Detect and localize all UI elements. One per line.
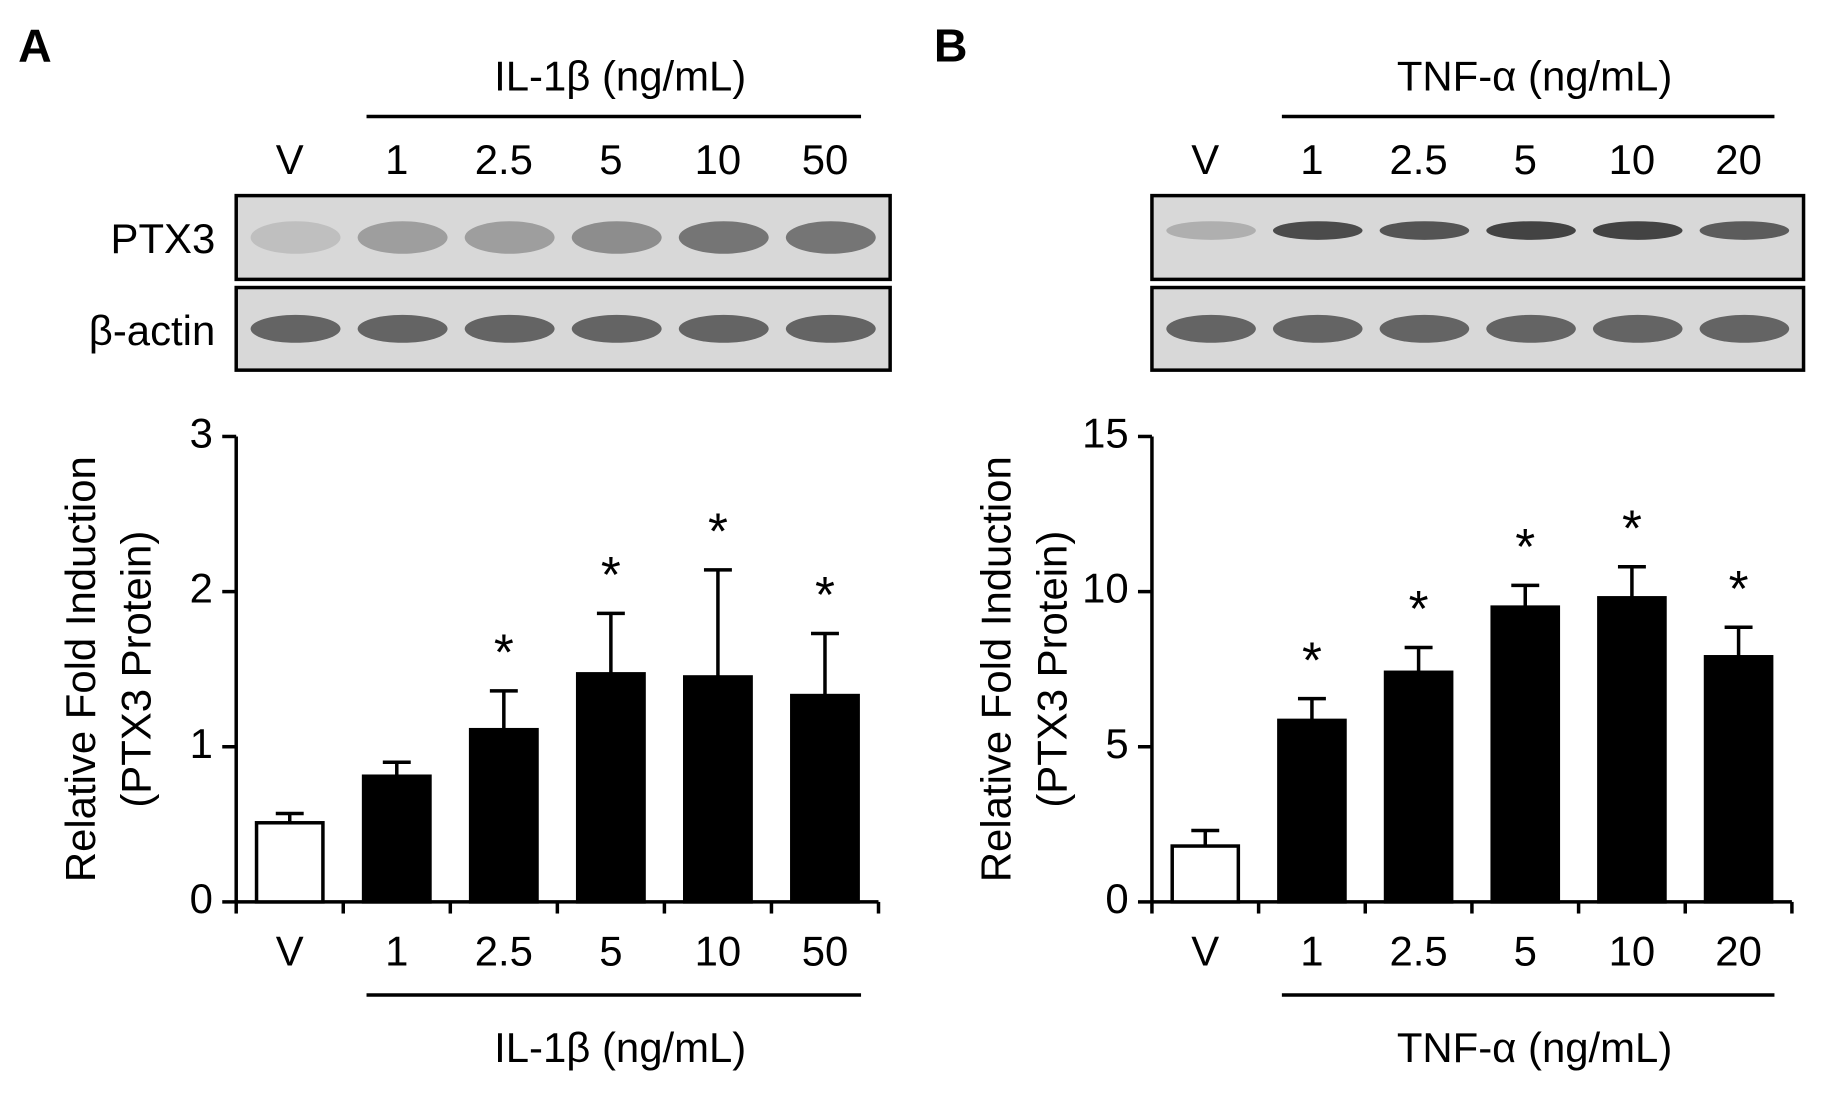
blot-band xyxy=(1272,314,1363,343)
y-tick-label: 10 xyxy=(1082,565,1129,612)
blot-band xyxy=(785,314,876,343)
bar xyxy=(1383,670,1454,904)
blot-band xyxy=(1699,221,1790,240)
panel-label: B xyxy=(934,19,968,71)
blot-band xyxy=(571,221,662,254)
y-tick-label: 15 xyxy=(1082,410,1129,457)
blot-band xyxy=(1379,221,1470,240)
significance-mark: * xyxy=(1409,580,1429,637)
x-tick-label: 50 xyxy=(802,927,849,974)
blot-band xyxy=(678,221,769,254)
blot-band xyxy=(357,314,448,343)
lane-label: 20 xyxy=(1715,136,1762,183)
x-tick-label: 20 xyxy=(1715,927,1762,974)
y-axis-label: Relative Fold Induction xyxy=(57,456,104,882)
lane-label: V xyxy=(276,136,304,183)
lane-label: 5 xyxy=(599,136,622,183)
bar xyxy=(790,693,860,904)
blot-band xyxy=(1592,221,1683,240)
blot-band xyxy=(1379,314,1470,343)
treatment-label: TNF-α (ng/mL) xyxy=(1397,1024,1672,1071)
treatment-label: IL-1β (ng/mL) xyxy=(494,1024,746,1071)
blot-band xyxy=(1272,221,1363,240)
lane-label: 10 xyxy=(695,136,742,183)
y-tick-label: 5 xyxy=(1105,720,1128,767)
x-tick-label: 2.5 xyxy=(1389,927,1447,974)
bar xyxy=(575,672,646,904)
lane-label: 10 xyxy=(1609,136,1656,183)
blot-band xyxy=(250,314,341,343)
lane-label: 2.5 xyxy=(1389,136,1447,183)
y-tick-label: 0 xyxy=(1105,875,1128,922)
significance-mark: * xyxy=(1515,518,1535,575)
blot-band xyxy=(1486,314,1576,343)
lane-label: 1 xyxy=(1300,136,1323,183)
blot-band xyxy=(1592,314,1683,343)
lane-label: 1 xyxy=(385,136,408,183)
blot-band xyxy=(1486,221,1576,240)
significance-mark: * xyxy=(494,624,514,681)
bar xyxy=(1597,596,1667,904)
x-tick-label: 1 xyxy=(385,927,408,974)
blot xyxy=(1150,285,1806,372)
treatment-label: IL-1β (ng/mL) xyxy=(494,52,746,99)
blot-band xyxy=(571,314,662,343)
bar xyxy=(361,774,432,904)
y-axis-label: (PTX3 Protein) xyxy=(113,531,160,808)
blot xyxy=(1150,193,1806,282)
bar xyxy=(1277,718,1347,904)
blot-label: β-actin xyxy=(89,307,215,354)
blot xyxy=(234,285,892,372)
x-tick-label: 2.5 xyxy=(475,927,533,974)
blot xyxy=(234,193,892,282)
blot-band xyxy=(250,221,341,254)
significance-mark: * xyxy=(601,546,621,603)
y-tick-label: 1 xyxy=(190,720,213,767)
lane-label: 2.5 xyxy=(475,136,533,183)
x-tick-label: V xyxy=(1191,927,1219,974)
significance-mark: * xyxy=(1729,560,1749,617)
significance-mark: * xyxy=(815,566,835,623)
treatment-label: TNF-α (ng/mL) xyxy=(1397,52,1672,99)
y-tick-label: 2 xyxy=(190,565,213,612)
lane-label: 50 xyxy=(802,136,849,183)
lane-label: 5 xyxy=(1514,136,1537,183)
y-tick-label: 3 xyxy=(190,410,213,457)
blot-band xyxy=(357,221,448,254)
bar xyxy=(682,675,753,904)
blot-band xyxy=(1166,221,1256,240)
x-tick-label: 10 xyxy=(695,927,742,974)
bar xyxy=(468,727,539,904)
blot-band xyxy=(678,314,769,343)
blot-band xyxy=(1166,314,1256,343)
y-axis-label: Relative Fold Induction xyxy=(973,456,1020,882)
lane-label: V xyxy=(1191,136,1219,183)
x-tick-label: 5 xyxy=(1514,927,1537,974)
blot-band xyxy=(464,221,555,254)
bar xyxy=(1490,605,1561,904)
bar xyxy=(254,821,325,904)
blot-band xyxy=(1699,314,1790,343)
blot-band xyxy=(464,314,555,343)
y-tick-label: 0 xyxy=(190,875,213,922)
y-axis-label: (PTX3 Protein) xyxy=(1028,531,1075,808)
x-tick-label: 1 xyxy=(1300,927,1323,974)
x-tick-label: 5 xyxy=(599,927,622,974)
blot-label: PTX3 xyxy=(111,215,216,262)
significance-mark: * xyxy=(708,503,728,560)
bar xyxy=(1703,655,1774,904)
x-tick-label: 10 xyxy=(1609,927,1656,974)
panel-label: A xyxy=(18,19,52,71)
x-tick-label: V xyxy=(276,927,304,974)
bar xyxy=(1170,844,1241,904)
significance-mark: * xyxy=(1302,631,1322,688)
significance-mark: * xyxy=(1622,499,1642,556)
blot-band xyxy=(785,221,876,254)
